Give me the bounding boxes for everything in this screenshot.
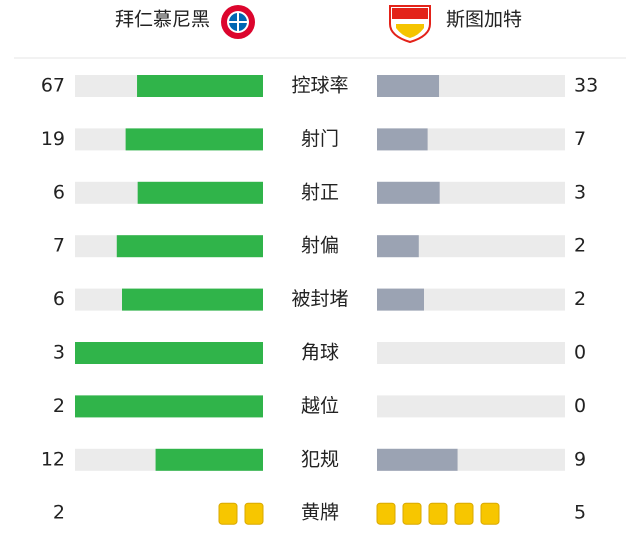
- stat-label: 射偏: [301, 235, 339, 257]
- away-bar: [377, 128, 428, 151]
- away-bar: [377, 235, 419, 258]
- away-team: 斯图加特: [446, 9, 522, 31]
- away-value: 5: [574, 502, 586, 524]
- home-bar: [155, 448, 263, 471]
- away-yellow-card: [428, 502, 448, 525]
- home-bar: [116, 235, 264, 258]
- home-value: 7: [53, 235, 65, 257]
- home-logo: [221, 5, 255, 39]
- stat-label: 射门: [301, 128, 339, 150]
- stat-label: 射正: [301, 181, 339, 203]
- home-value: 19: [41, 128, 65, 150]
- home-bar: [75, 395, 263, 418]
- home-bar: [137, 181, 263, 204]
- home-bar: [125, 128, 263, 151]
- stat-label: 越位: [301, 395, 339, 417]
- away-value: 0: [574, 395, 586, 417]
- away-value: 2: [574, 235, 586, 257]
- stat-label: 被封堵: [291, 288, 348, 310]
- home-bar: [75, 342, 263, 364]
- away-yellow-card: [454, 502, 474, 525]
- away-track: [377, 395, 565, 418]
- away-bar: [377, 75, 440, 97]
- away-track: [377, 342, 565, 364]
- home-yellow-card: [244, 502, 264, 525]
- away-value: 7: [574, 128, 586, 150]
- away-value: 0: [574, 342, 586, 364]
- away-yellow-card: [402, 502, 422, 525]
- stat-label: 角球: [301, 342, 339, 364]
- home-value: 3: [53, 342, 65, 364]
- away-yellow-card: [480, 502, 500, 525]
- away-track: [377, 235, 565, 258]
- away-bar: [377, 181, 440, 204]
- away-bar: [377, 448, 458, 471]
- home-value: 6: [53, 288, 65, 310]
- away-value: 33: [574, 75, 598, 97]
- home-yellow-card: [218, 502, 238, 525]
- home-value: 12: [41, 448, 65, 470]
- away-bar: [377, 288, 424, 311]
- home-value: 6: [53, 181, 65, 203]
- home-value: 2: [53, 502, 65, 524]
- home-bar: [122, 288, 263, 311]
- stat-label: 犯规: [301, 448, 339, 470]
- away-value: 2: [574, 288, 586, 310]
- away-value: 3: [574, 181, 586, 203]
- home-value: 67: [41, 75, 65, 97]
- away-value: 9: [574, 448, 586, 470]
- home-value: 2: [53, 395, 65, 417]
- away-logo: [389, 5, 431, 44]
- stat-label: 控球率: [291, 75, 348, 97]
- home-team: 拜仁慕尼黑: [115, 9, 210, 31]
- away-yellow-card: [376, 502, 396, 525]
- stat-label: 黄牌: [301, 502, 339, 524]
- home-bar: [137, 75, 263, 97]
